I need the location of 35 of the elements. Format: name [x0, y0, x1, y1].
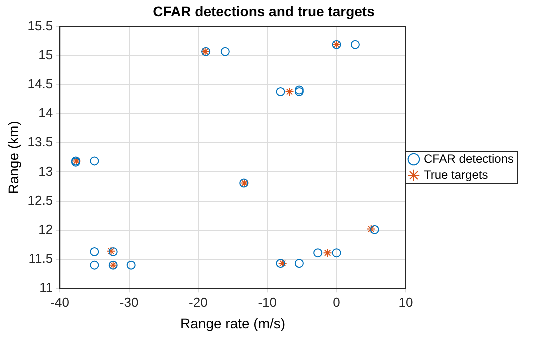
y-tick-label: 13.5	[28, 134, 54, 150]
x-tick-label: -30	[120, 294, 139, 310]
point	[90, 260, 100, 270]
y-tick-label: 15	[38, 47, 54, 62]
point	[350, 40, 360, 50]
x-axis-title: Range rate (m/s)	[180, 315, 286, 332]
legend-label: True targets	[424, 168, 488, 182]
point	[285, 87, 294, 96]
point	[126, 260, 136, 270]
point	[370, 225, 380, 234]
point	[323, 248, 332, 258]
x-tick-label: 0	[333, 294, 340, 310]
y-tick-label: 14	[38, 106, 54, 121]
y-tick-label: 13	[38, 164, 54, 179]
y-tick-label: 11.5	[28, 251, 54, 266]
point	[332, 248, 342, 258]
chart-title: CFAR detections and true targets	[153, 3, 376, 20]
x-tick-label: -20	[189, 294, 208, 310]
y-tick-label: 11	[40, 280, 54, 296]
point	[294, 259, 304, 268]
x-tick-label: -10	[258, 294, 278, 310]
point	[314, 248, 323, 258]
legend-label: CFAR detections	[424, 152, 514, 166]
x-tick-label: -40	[50, 294, 70, 310]
y-tick-label: 15.5	[28, 18, 54, 34]
point	[276, 87, 286, 96]
point	[220, 47, 230, 56]
point	[366, 224, 376, 234]
y-axis-title: Range (km)	[5, 121, 22, 194]
y-tick-label: 12.5	[28, 192, 54, 208]
point	[90, 247, 100, 256]
point	[90, 156, 100, 166]
x-tick-label: 10	[398, 294, 414, 310]
y-tick-label: 12	[38, 222, 54, 237]
y-tick-label: 14.5	[28, 76, 54, 92]
